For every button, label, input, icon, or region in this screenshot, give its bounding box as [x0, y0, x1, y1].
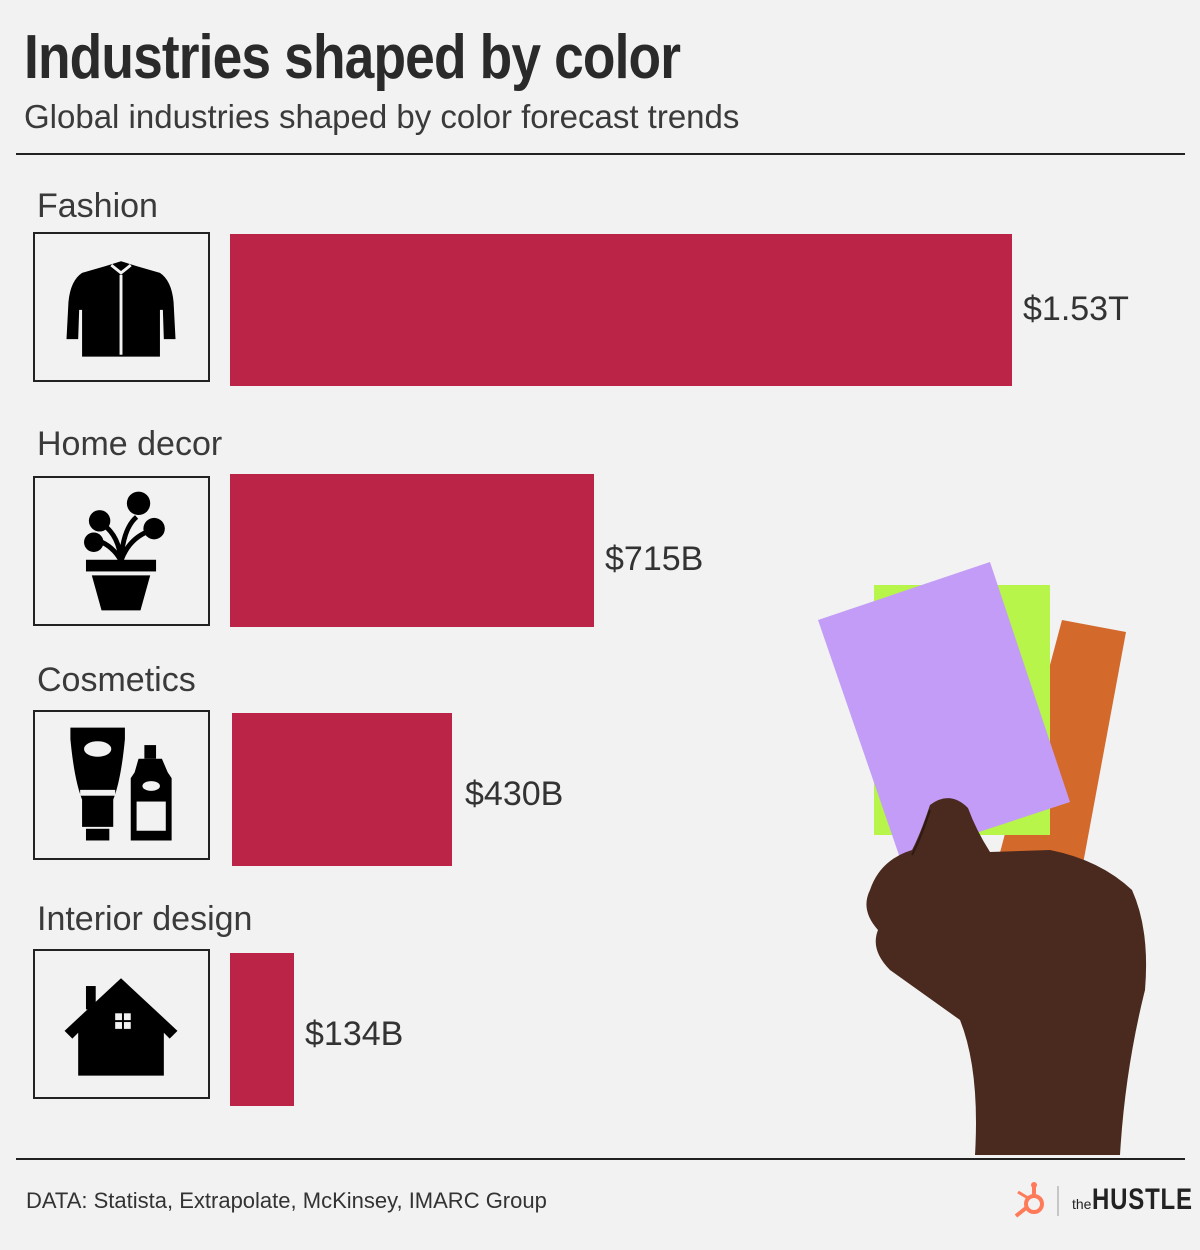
jacket-icon	[66, 261, 176, 357]
value-label-fashion: $1.53T	[1023, 290, 1129, 328]
house-icon	[64, 978, 178, 1076]
data-source-note: DATA: Statista, Extrapolate, McKinsey, I…	[26, 1188, 547, 1213]
category-label-fashion: Fashion	[37, 187, 158, 225]
brand-prefix: the	[1072, 1196, 1092, 1212]
bottom-divider	[16, 1158, 1185, 1160]
category-label-home-decor: Home decor	[37, 425, 223, 463]
value-label-interior-design: $134B	[305, 1015, 404, 1053]
value-label-home-decor: $715B	[605, 540, 704, 578]
hand-holding-swatches-illustration	[818, 562, 1147, 1155]
potted-plant-icon	[84, 491, 165, 611]
category-label-interior-design: Interior design	[37, 900, 253, 938]
top-divider	[16, 153, 1185, 155]
value-label-cosmetics: $430B	[465, 775, 564, 813]
cosmetics-bottles-icon	[70, 727, 172, 841]
bar-fashion	[230, 234, 1012, 386]
brand-name: HUSTLE	[1092, 1183, 1193, 1216]
fashion-icon-box	[33, 232, 210, 382]
page-title: Industries shaped by color	[24, 23, 681, 92]
bar-home-decor	[230, 474, 594, 627]
brand-logo: the HUSTLE	[1008, 1180, 1192, 1220]
interior-design-icon-box	[33, 949, 210, 1099]
bar-cosmetics	[232, 713, 452, 866]
hubspot-sprocket-icon	[1014, 1182, 1059, 1218]
page-subtitle: Global industries shaped by color foreca…	[24, 98, 740, 135]
category-label-cosmetics: Cosmetics	[37, 661, 196, 699]
home-decor-icon-box	[33, 476, 210, 626]
bar-interior-design	[230, 953, 294, 1106]
purple-swatch	[818, 562, 1070, 858]
cosmetics-icon-box	[33, 710, 210, 860]
hand-shape	[866, 798, 1147, 1155]
